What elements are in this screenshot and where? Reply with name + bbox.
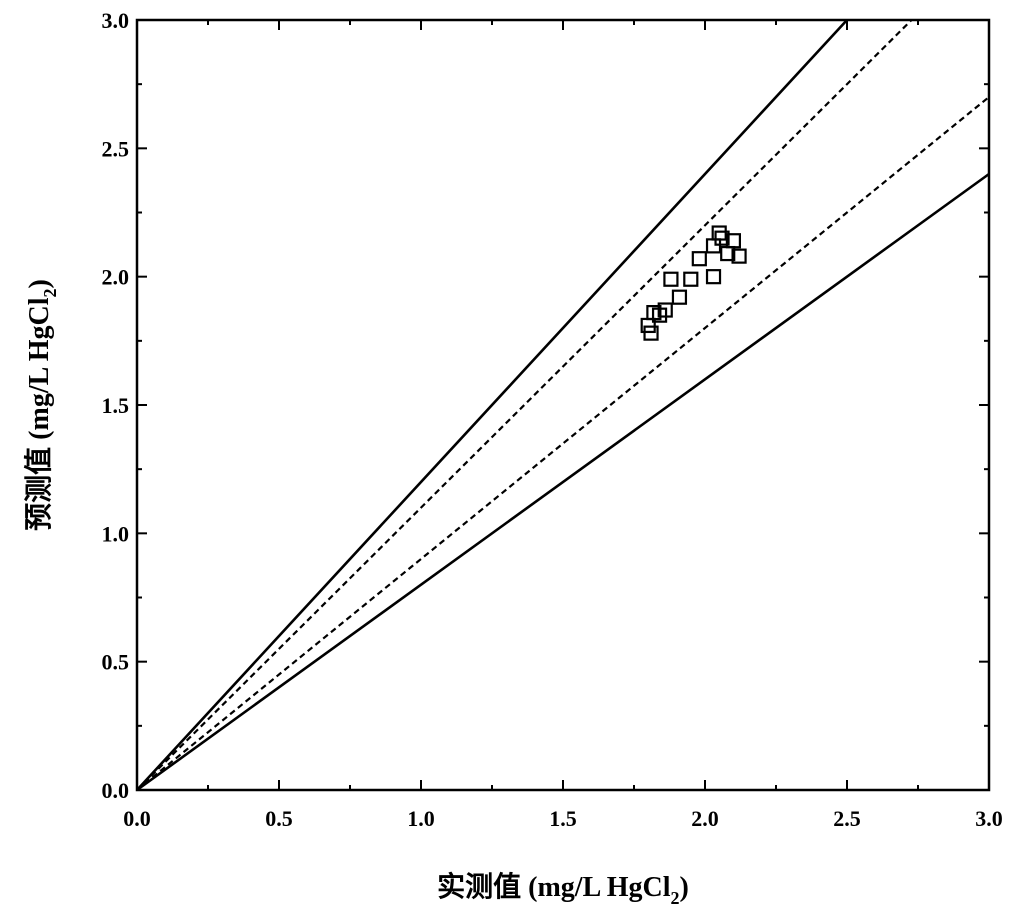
y-tick-label: 1.5 <box>102 393 130 418</box>
x-axis-title: 实测值 (mg/L HgCl2) <box>437 870 689 908</box>
y-tick-label: 0.0 <box>102 778 130 803</box>
reference-line-2 <box>136 19 913 791</box>
x-tick-label: 1.0 <box>407 806 435 831</box>
data-point <box>725 233 742 249</box>
plot-frame <box>135 18 991 792</box>
reference-line-4 <box>136 172 990 792</box>
y-tick-label: 2.0 <box>102 265 130 290</box>
reference-lines <box>136 19 990 792</box>
data-point <box>691 251 707 267</box>
data-point <box>714 230 730 246</box>
y-tick-label: 2.5 <box>102 136 130 161</box>
x-tick-label: 2.0 <box>691 806 719 831</box>
data-points <box>640 225 747 341</box>
data-point <box>643 325 659 341</box>
x-tick-label: 2.5 <box>833 806 861 831</box>
y-tick-label: 1.0 <box>102 521 130 546</box>
data-point <box>705 238 722 254</box>
y-tick-label: 0.5 <box>102 650 130 675</box>
data-point <box>663 271 679 287</box>
x-tick-label: 3.0 <box>975 806 1003 831</box>
y-axis-ticks: 0.0 0.5 1.0 1.5 2.0 2.5 3.0 <box>102 8 989 803</box>
x-tick-label: 0.0 <box>123 806 151 831</box>
x-tick-label: 0.5 <box>265 806 293 831</box>
data-point <box>671 289 688 305</box>
y-tick-label: 3.0 <box>102 8 130 33</box>
x-axis-ticks: 0.0 0.5 1.0 1.5 2.0 2.5 3.0 <box>123 20 1003 831</box>
data-point <box>711 225 727 241</box>
data-point <box>731 248 747 264</box>
y-axis-title: 预测值 (mg/L HgCl2) <box>23 279 60 531</box>
data-point <box>657 302 673 318</box>
data-point <box>705 269 722 285</box>
x-tick-label: 1.5 <box>549 806 577 831</box>
reference-line-3 <box>136 96 990 791</box>
data-point <box>683 271 699 287</box>
reference-line-1 <box>136 19 848 791</box>
